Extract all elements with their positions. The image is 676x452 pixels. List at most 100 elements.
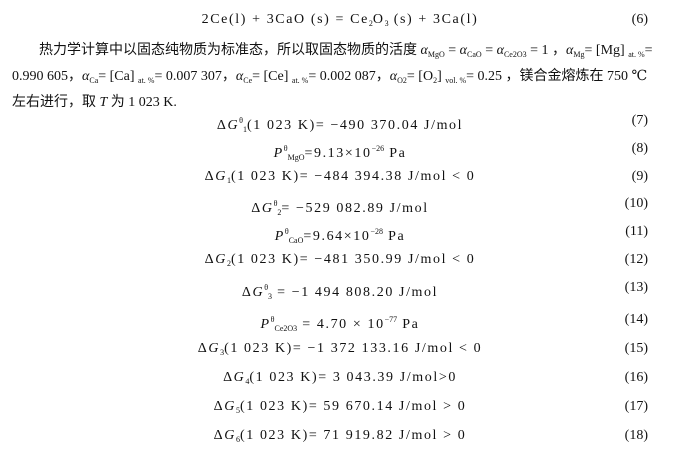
text-run: (1 023 K)= −1 372 133.16 J/mol < 0 [224,341,483,356]
equation-number: (8) [631,141,648,156]
subscript: O2 [397,76,407,85]
equation-number: (12) [624,252,648,267]
subscript: at. % [628,50,645,59]
subscript: Ce2O3 [503,50,527,59]
math-variable: α [459,43,468,58]
math-variable: G [208,341,221,356]
text-run: Pa [384,146,407,161]
equation-9: ΔG1(1 023 K)= −484 394.38 J/mol < 0 (9) [0,165,676,189]
supscript: −28 [370,227,383,236]
subscript: 6 [235,435,240,444]
text-run: O [372,12,385,27]
math-variable: α [82,69,90,84]
equation-10: ΔGθ2= −529 082.89 J/mol (10) [0,192,676,217]
text-run: = 0.002 087， [308,69,390,84]
text-run: (1 023 K)= −484 394.38 J/mol < 0 [230,169,476,184]
text-run: Δ [197,341,209,356]
supscript: θ [284,227,289,236]
math-variable: G [215,169,227,184]
text-run: = −529 082.89 J/mol [281,201,429,216]
math-variable: G [261,201,274,216]
text-run: = −1 494 808.20 J/mol [272,285,439,300]
text-run: = [Ce] [252,69,292,84]
text-run: Pa [382,229,406,244]
equation-17: ΔG5(1 023 K)= 59 670.14 J/mol > 0 (17) [0,395,676,419]
subscript: 3 [384,19,389,28]
equation-body: 2Ce(l) + 3CaO (s) = Ce2O3 (s) + 3Ca(l) [202,8,479,36]
subscript: at. % [291,76,309,85]
text-run: = [Ca] [98,69,139,84]
equation-body: ΔG3(1 023 K)= −1 372 133.16 J/mol < 0 [198,337,482,365]
paragraph-line: 0.990 605，αCa= [Ca] at. %= 0.007 307，αCe… [12,66,672,92]
equation-body: ΔGθ3 = −1 494 808.20 J/mol [242,276,438,309]
subscript: CaO [467,50,482,59]
text-run: = 4.70 × 10 [297,317,385,332]
text-run: (1 023 K)= 59 670.14 J/mol > 0 [239,399,467,414]
equation-number: (15) [624,341,648,356]
paragraph-line: 热力学计算中以固态纯物质为标准态，所以取固态物质的活度 αMgO = αCaO … [12,40,672,66]
equation-11: PθCaO=9.64×10−28 Pa (11) [0,220,676,245]
supscript: −77 [384,315,398,324]
subscript: 2 [226,259,231,268]
text-run: =9.64×10 [303,229,371,244]
subscript: 1 [226,176,231,185]
text-run: Δ [204,252,216,267]
text-run: (1 023 K)= −481 350.99 J/mol < 0 [230,252,476,267]
text-run: = [481,43,497,58]
equation-14: PθCe2O3 = 4.70 × 10−77 Pa (14) [0,308,676,333]
equation-6: 2Ce(l) + 3CaO (s) = Ce2O3 (s) + 3Ca(l) (6… [0,8,676,32]
equation-7: ΔGθ1(1 023 K)= −490 370.04 J/mol (7) [0,109,676,134]
math-variable: α [566,43,574,58]
subscript: 3 [268,292,273,301]
equation-number: (11) [625,224,648,239]
equation-12: ΔG2(1 023 K)= −481 350.99 J/mol < 0 (12) [0,248,676,272]
supscript: θ [264,283,269,292]
equation-body: ΔG1(1 023 K)= −484 394.38 J/mol < 0 [205,165,476,193]
subscript: 3 [220,348,225,357]
math-variable: G [233,370,246,385]
math-variable: G [224,399,236,414]
text-run: = 0.007 307， [154,69,236,84]
text-run: ] [437,69,446,84]
body-paragraph: 热力学计算中以固态纯物质为标准态，所以取固态物质的活度 αMgO = αCaO … [12,40,672,114]
subscript: CaO [288,236,304,245]
text-run: =9.13×10 [304,146,372,161]
equation-18: ΔG6(1 023 K)= 71 919.82 J/mol > 0 (18) [0,424,676,448]
text-run: (1 023 K)= −490 370.04 J/mol [247,118,464,133]
equation-number: (13) [624,280,648,295]
equation-body: ΔG4(1 023 K)= 3 043.39 J/mol>0 [223,366,457,394]
subscript: MgO [287,153,305,162]
text-run: (s) + 3Ca(l) [388,12,479,27]
math-variable: G [227,118,240,133]
equation-13: ΔGθ3 = −1 494 808.20 J/mol (13) [0,276,676,301]
subscript: 2 [433,76,438,85]
math-variable: G [215,252,227,267]
equation-number: (9) [631,169,648,184]
subscript: at. % [138,76,155,85]
equation-body: ΔGθ2= −529 082.89 J/mol [251,192,428,225]
supscript: θ [273,199,278,208]
text-run: Δ [213,428,225,443]
equation-body: PθMgO=9.13×10−26 Pa [274,137,407,170]
subscript: 2 [368,19,373,28]
text-run: Δ [204,169,216,184]
math-variable: P [260,317,271,332]
math-variable: P [273,146,284,161]
equation-body: ΔG5(1 023 K)= 59 670.14 J/mol > 0 [214,395,467,423]
subscript: 1 [243,125,248,134]
text-run: Δ [213,399,225,414]
text-run: 为 1 023 K. [107,95,177,110]
text-run: 热力学计算中以固态纯物质为标准态，所以取固态物质的活度 [39,43,421,58]
text-run: = 1 ， [526,43,567,58]
subscript: Ce2O3 [274,324,298,333]
text-run: = [644,43,653,58]
equation-16: ΔG4(1 023 K)= 3 043.39 J/mol>0 (16) [0,366,676,390]
text-run: 左右进行，取 [12,95,100,110]
equation-number: (17) [624,399,648,414]
subscript: vol. % [445,76,467,85]
subscript: Ce [243,76,253,85]
text-run: 2Ce(l) + 3CaO (s) = Ce [201,12,369,27]
text-run: = [O [406,69,434,84]
text-run: (1 023 K)= 71 919.82 J/mol > 0 [239,428,467,443]
equation-number: (18) [624,428,648,443]
